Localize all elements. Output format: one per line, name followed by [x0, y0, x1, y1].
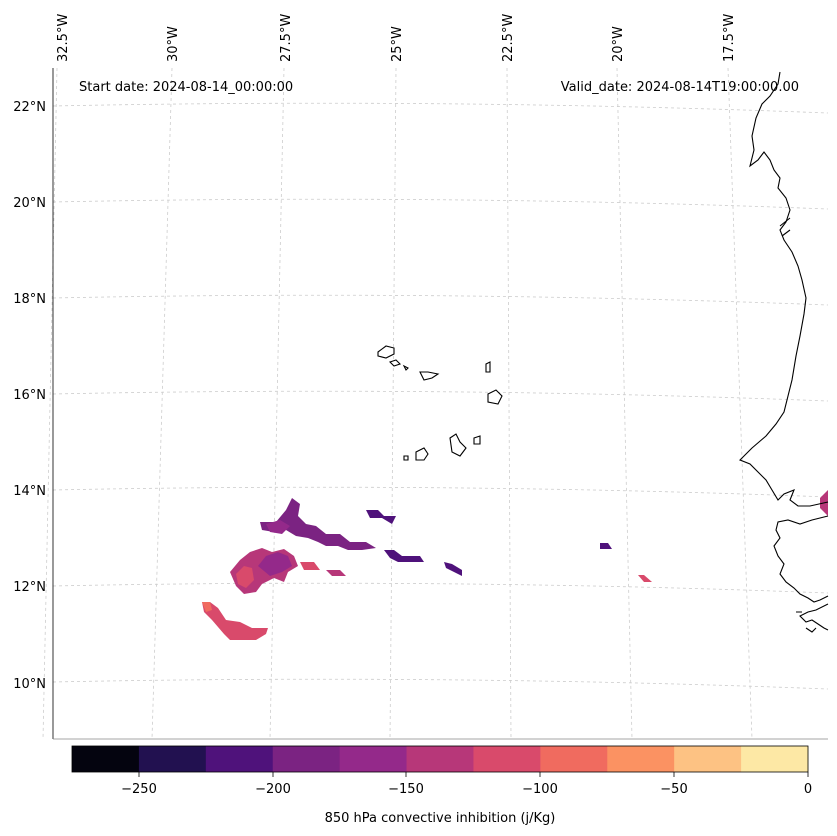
- cin-region-6: [260, 498, 376, 550]
- coastline-islands-small: [779, 217, 817, 633]
- colorbar-frame: [71, 745, 809, 773]
- lat-tick-label: 20°N: [13, 196, 46, 211]
- grid-lon-22-5: [506, 67, 512, 740]
- lon-tick-label: 20°W: [611, 26, 626, 62]
- lon-tick-labels: 32.5°W 30°W 27.5°W 25°W 22.5°W 20°W 17.5…: [56, 14, 737, 62]
- lat-tick-label: 12°N: [13, 580, 46, 595]
- lat-tick-label: 18°N: [13, 292, 46, 307]
- lon-tick-label: 17.5°W: [722, 14, 737, 62]
- island-boa-vista: [487, 389, 503, 405]
- colorbar-segment: [72, 746, 140, 772]
- cin-region-9: [366, 510, 396, 524]
- cin-region-5: [326, 570, 346, 576]
- colorbar-segment: [741, 746, 809, 772]
- cin-region-12: [638, 575, 652, 582]
- island-sao-vicente: [388, 359, 402, 367]
- colorbar-segment: [272, 746, 341, 772]
- colorbar-segment: [406, 746, 474, 772]
- lon-tick-label: 32.5°W: [56, 14, 71, 62]
- colorbar-segment: [540, 746, 608, 772]
- colorbar-tick-label: −200: [255, 782, 291, 797]
- colorbar-segment: [205, 746, 274, 772]
- grid-lat-10: [52, 678, 829, 690]
- cin-region-11: [600, 543, 612, 549]
- grid-lat-20: [52, 198, 829, 210]
- grid-lon-20: [616, 67, 633, 740]
- island-sal: [485, 361, 491, 373]
- colorbar-segment: [607, 746, 675, 772]
- lat-tick-label: 22°N: [13, 100, 46, 115]
- lat-tick-label: 14°N: [13, 484, 46, 499]
- lon-tick-label: 30°W: [166, 26, 181, 62]
- lon-tick-label: 27.5°W: [279, 14, 294, 62]
- colorbar-tick-label: −150: [388, 782, 424, 797]
- colorbar-segment: [339, 746, 408, 772]
- colorbar-label: 850 hPa convective inhibition (j/Kg): [325, 811, 556, 826]
- lat-tick-label: 16°N: [13, 388, 46, 403]
- lon-tick-label: 22.5°W: [501, 14, 516, 62]
- colorbar-segment: [473, 746, 541, 772]
- island-santiago: [449, 433, 467, 457]
- grid-lon-30: [151, 67, 173, 740]
- map-frame: [53, 68, 828, 739]
- cin-region-13: [202, 602, 268, 640]
- colorbar-tick-label: −250: [121, 782, 157, 797]
- cin-region-14: [202, 602, 212, 612]
- island-santo-antao: [377, 345, 395, 359]
- grid-lat-16: [52, 390, 829, 402]
- grid-lat-18: [52, 294, 829, 306]
- colorbar: [72, 746, 809, 772]
- grid-lat-12: [52, 582, 829, 594]
- grid-lon-27-5: [269, 67, 285, 740]
- start-date-label: Start date: 2024-08-14_00:00:00: [79, 80, 293, 95]
- coastline: [739, 71, 829, 633]
- island-maio: [473, 435, 481, 445]
- valid-date-label: Valid_date: 2024-08-14T19:00:00.00: [561, 80, 799, 95]
- lat-tick-label: 10°N: [13, 677, 46, 692]
- cin-region-2: [258, 552, 292, 576]
- cin-region-7: [266, 520, 290, 534]
- island-brava: [403, 455, 409, 461]
- colorbar-segment: [674, 746, 742, 772]
- colorbar-tick-label: 0: [804, 782, 812, 797]
- cin-region-10: [444, 562, 462, 576]
- cin-region-3: [236, 566, 254, 588]
- island-fogo: [415, 447, 429, 461]
- coastline-africa-south: [773, 515, 829, 603]
- colorbar-ticks: −250 −200 −150 −100 −50 0: [121, 772, 812, 797]
- cin-region-8: [384, 550, 424, 562]
- coastline-africa-bijagos: [799, 603, 829, 631]
- island-sao-nicolau: [419, 371, 440, 381]
- lat-tick-labels: 22°N 20°N 18°N 16°N 14°N 12°N 10°N: [13, 100, 46, 692]
- colorbar-tick-label: −50: [660, 782, 687, 797]
- colorbar-tick-label: −100: [522, 782, 558, 797]
- cape-verde-islands: [377, 345, 503, 461]
- colorbar-segment: [138, 746, 207, 772]
- lon-tick-label: 25°W: [390, 26, 405, 62]
- coastline-africa: [739, 71, 829, 507]
- grid-lon-25: [389, 67, 397, 740]
- gridlines: [42, 67, 829, 740]
- grid-lat-14: [52, 486, 829, 498]
- grid-lon-17-5: [727, 67, 753, 740]
- grid-lon-32-5: [42, 67, 58, 740]
- grid-lat-22: [52, 102, 829, 114]
- cin-region-4: [300, 562, 320, 570]
- island-santa-luzia: [402, 364, 409, 371]
